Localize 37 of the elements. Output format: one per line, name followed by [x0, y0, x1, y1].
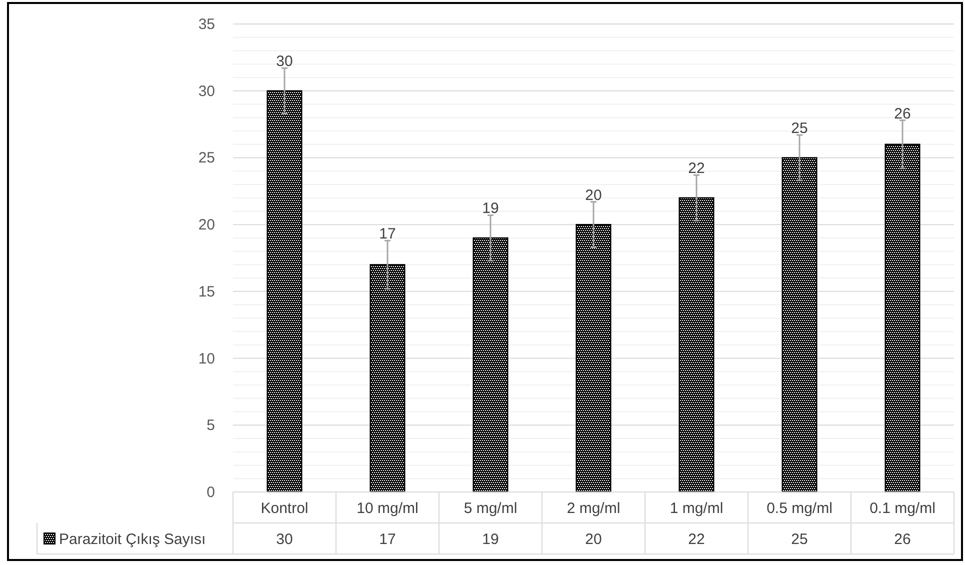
y-tick-label: 15: [198, 283, 215, 300]
data-label: 25: [791, 531, 808, 548]
data-label: 20: [585, 531, 602, 548]
annotation: 26: [894, 105, 911, 122]
annotation: 19: [482, 200, 499, 218]
y-tick-label: 10: [198, 350, 215, 368]
annotation: 20: [585, 186, 602, 204]
data-label: 17: [379, 531, 396, 548]
annotation: 17: [379, 226, 396, 243]
data-label: 26: [894, 531, 911, 548]
data-label: 22: [688, 531, 705, 548]
y-tick-label: 25: [198, 150, 215, 167]
bar: [370, 264, 406, 493]
bar: [678, 197, 714, 493]
bar: [782, 157, 818, 493]
x-tick-label: Kontrol: [260, 500, 308, 517]
x-tick-label: 0.1 mg/ml: [870, 500, 936, 517]
bar: [266, 90, 302, 493]
x-tick-label: 5 mg/ml: [464, 500, 518, 517]
x-tick-label: 0.5 mg/ml: [766, 500, 832, 517]
x-tick-label: 1 mg/ml: [670, 500, 724, 517]
bar: [576, 224, 612, 493]
legend-label: Parazitoit Çıkış Sayısı: [59, 531, 206, 548]
y-tick-label: 0: [206, 484, 215, 501]
bar: [884, 144, 920, 493]
x-tick-label: 10 mg/ml: [356, 500, 418, 517]
annotation: 22: [688, 160, 705, 178]
y-tick-label: 35: [198, 16, 215, 33]
data-label: 19: [482, 531, 499, 548]
y-tick-label: 30: [198, 82, 215, 100]
y-tick-label: 5: [206, 417, 215, 434]
bar: [472, 237, 508, 493]
data-label: 30: [276, 531, 293, 548]
annotation: 30: [276, 53, 293, 70]
y-tick-label: 20: [198, 216, 215, 234]
annotation: 25: [791, 120, 808, 137]
x-tick-label: 2 mg/ml: [566, 500, 620, 517]
